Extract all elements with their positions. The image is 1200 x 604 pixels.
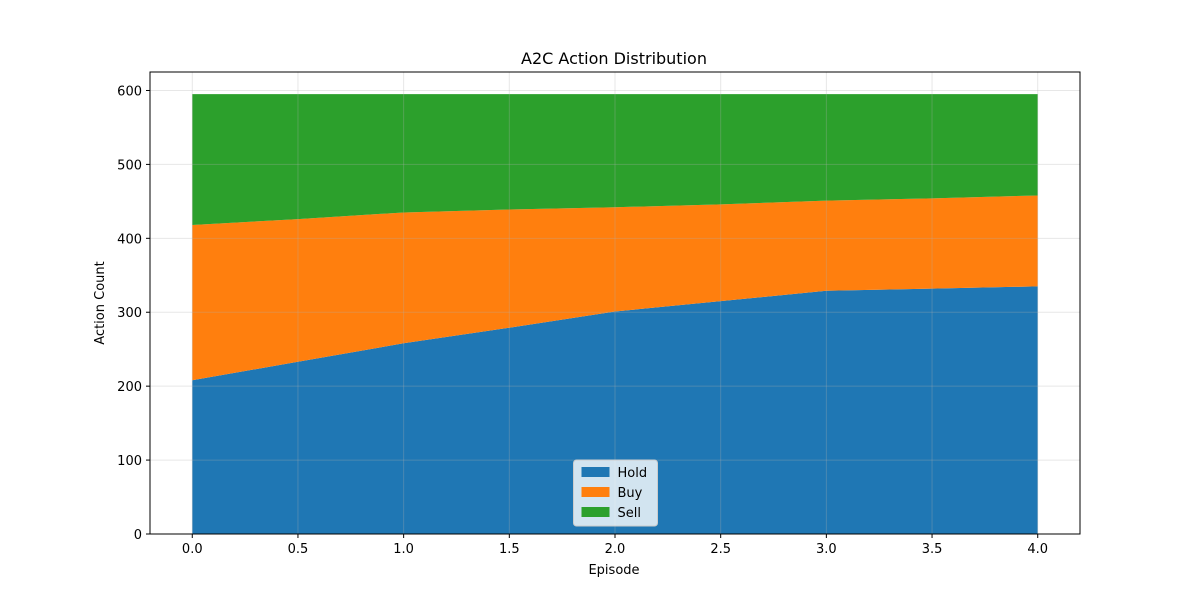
x-tick-label: 3.0 <box>816 542 837 557</box>
area-layers <box>192 94 1038 534</box>
legend-swatch-hold <box>581 467 610 477</box>
legend-label-sell: Sell <box>618 506 641 521</box>
legend-swatch-buy <box>581 487 610 497</box>
legend-label-hold: Hold <box>618 466 648 481</box>
legend-label-buy: Buy <box>618 486 643 501</box>
area-buy <box>192 195 1038 381</box>
area-sell <box>192 94 1038 226</box>
x-tick-label: 3.5 <box>922 542 943 557</box>
area-hold <box>192 286 1038 534</box>
y-tick-label: 600 <box>117 84 142 99</box>
x-tick-label: 0.5 <box>288 542 309 557</box>
x-tick-label: 2.0 <box>605 542 626 557</box>
y-tick-label: 100 <box>117 454 142 469</box>
y-axis-label: Action Count <box>93 261 108 344</box>
chart-title: A2C Action Distribution <box>521 49 707 68</box>
y-tick-label: 200 <box>117 380 142 395</box>
y-tick-label: 500 <box>117 158 142 173</box>
x-tick-label: 0.0 <box>182 542 203 557</box>
y-tick-label: 300 <box>117 306 142 321</box>
y-tick-label: 400 <box>117 232 142 247</box>
x-tick-label: 1.5 <box>499 542 520 557</box>
x-tick-label: 4.0 <box>1027 542 1048 557</box>
y-axis-ticks: 0 100 200 300 400 500 600 <box>117 84 150 543</box>
x-tick-label: 2.5 <box>710 542 731 557</box>
legend: Hold Buy Sell <box>573 459 658 527</box>
y-tick-label: 0 <box>134 528 142 543</box>
x-axis-label: Episode <box>588 563 639 578</box>
x-tick-label: 1.0 <box>393 542 414 557</box>
legend-swatch-sell <box>581 507 610 517</box>
x-axis-ticks: 0.0 0.5 1.0 1.5 2.0 2.5 3.0 3.5 4.0 <box>182 534 1048 557</box>
